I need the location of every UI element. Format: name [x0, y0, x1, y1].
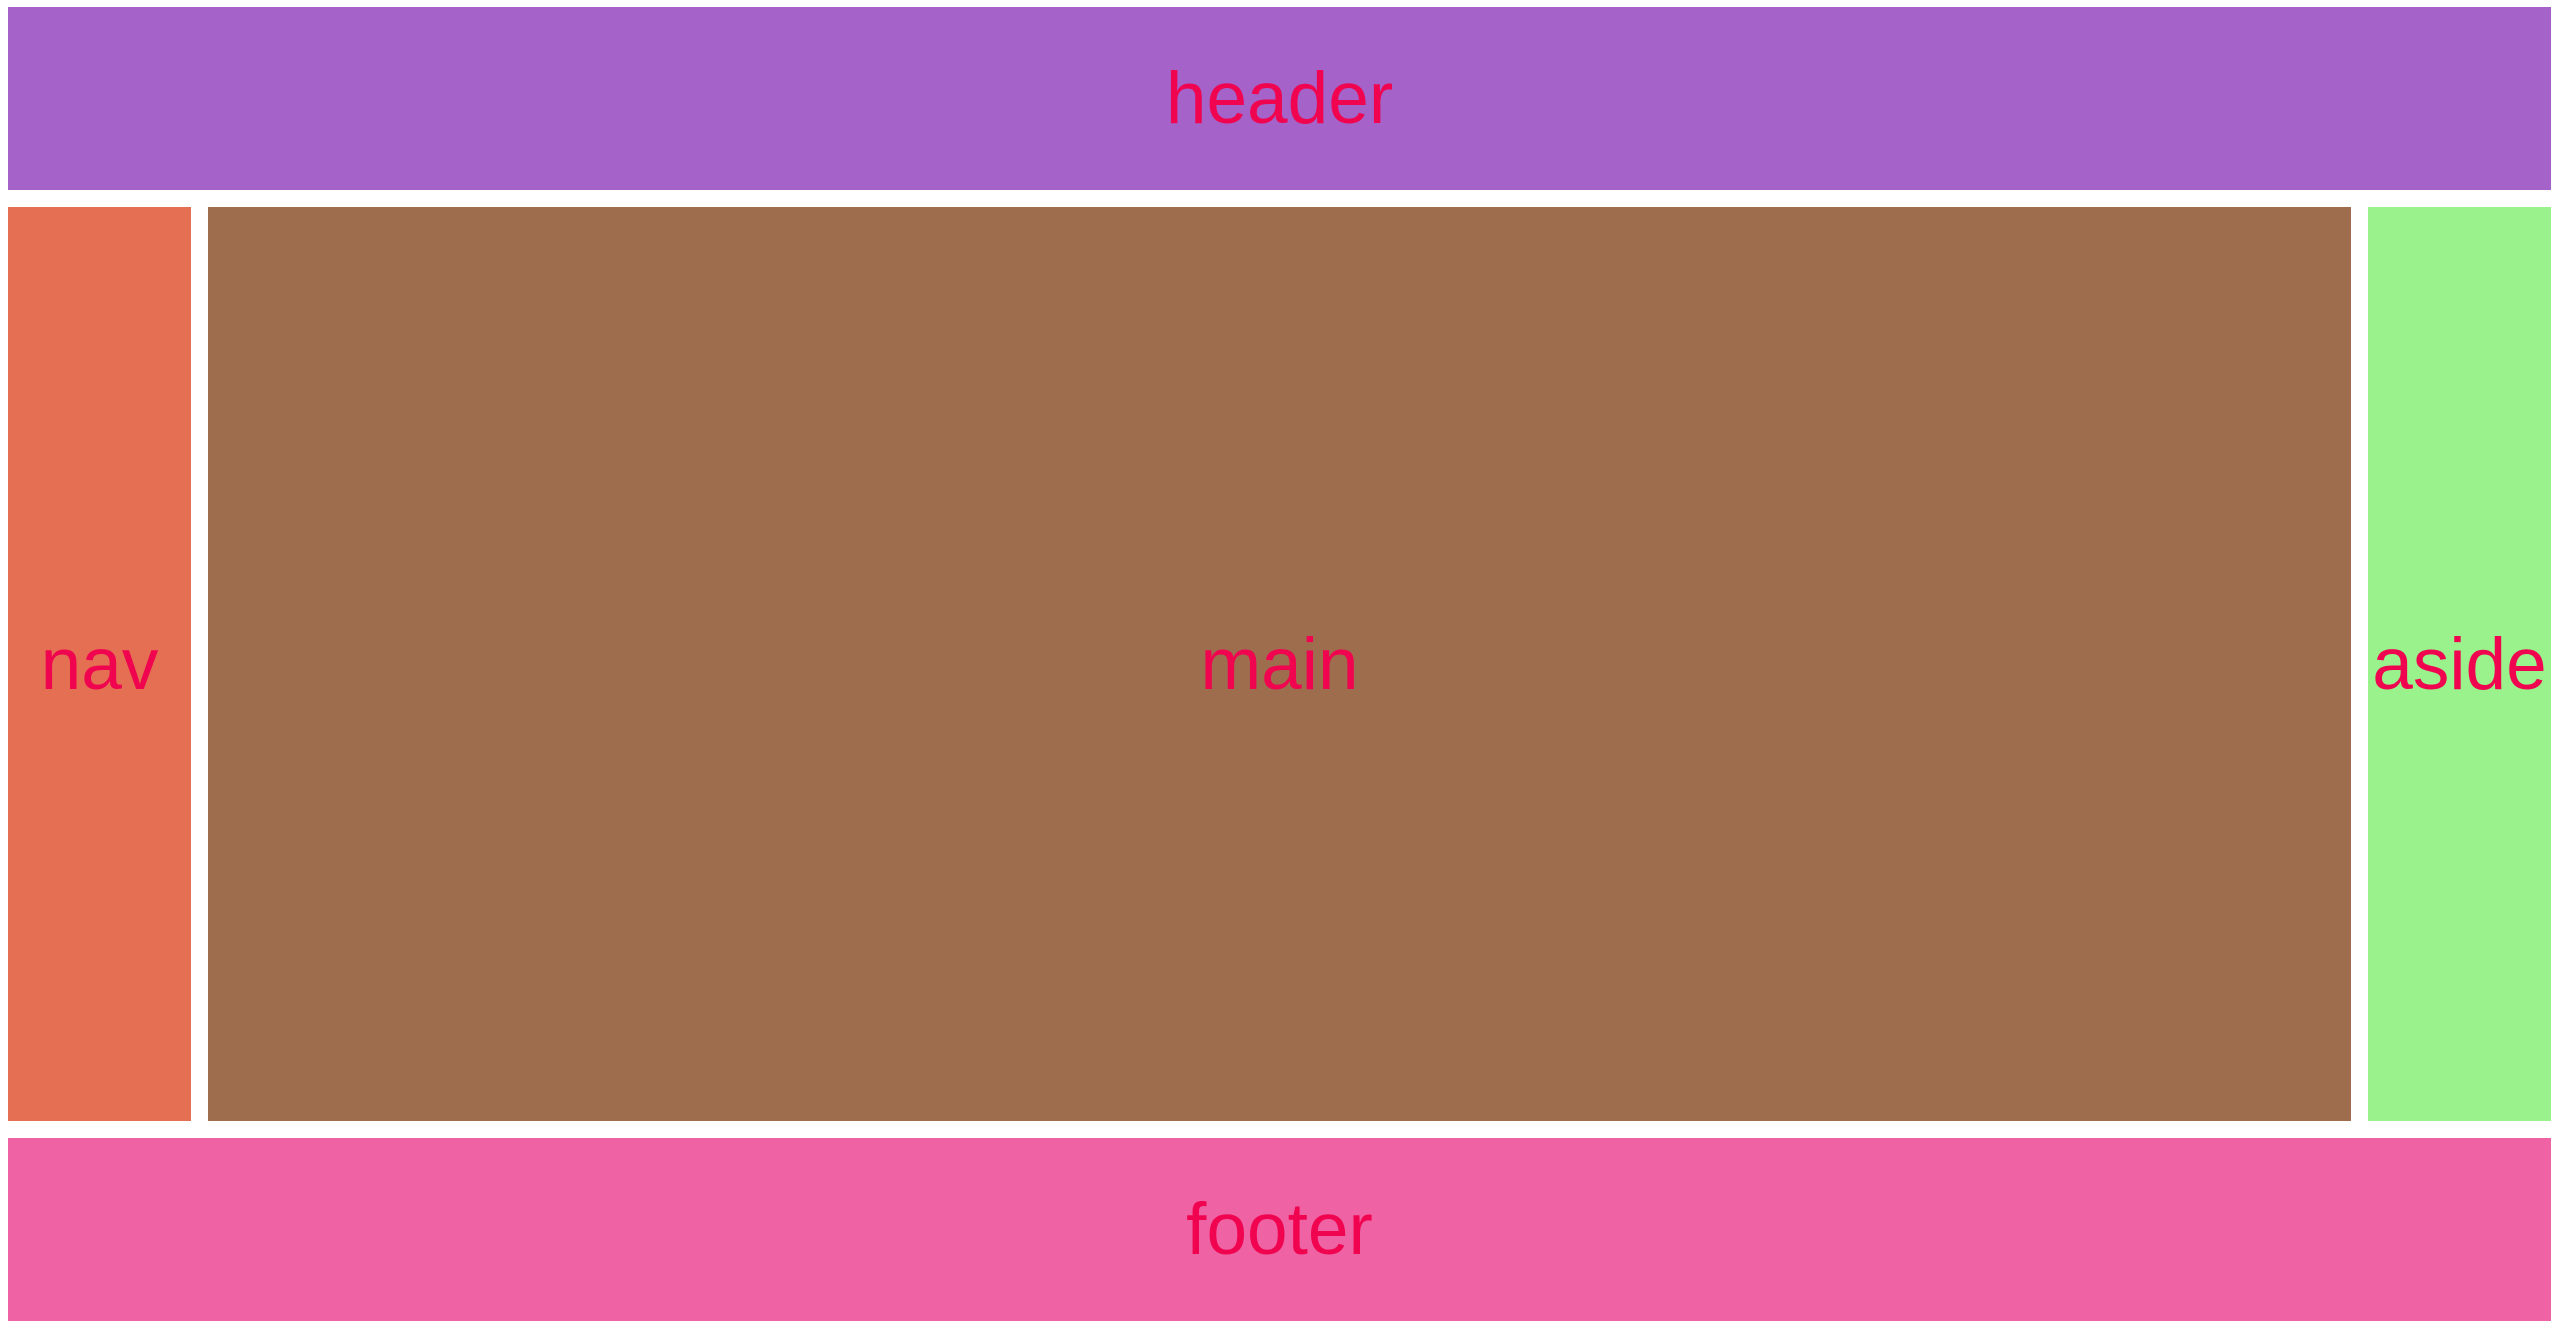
header-label: header — [1165, 58, 1394, 139]
footer-region: footer — [8, 1138, 2551, 1321]
main-region: main — [208, 207, 2351, 1121]
nav-label: nav — [40, 623, 159, 705]
aside-label: aside — [2372, 623, 2547, 705]
main-label: main — [1200, 623, 1359, 705]
footer-label: footer — [1186, 1189, 1373, 1270]
aside-region: aside — [2368, 207, 2551, 1121]
nav-region: nav — [8, 207, 191, 1121]
header-region: header — [8, 7, 2551, 190]
